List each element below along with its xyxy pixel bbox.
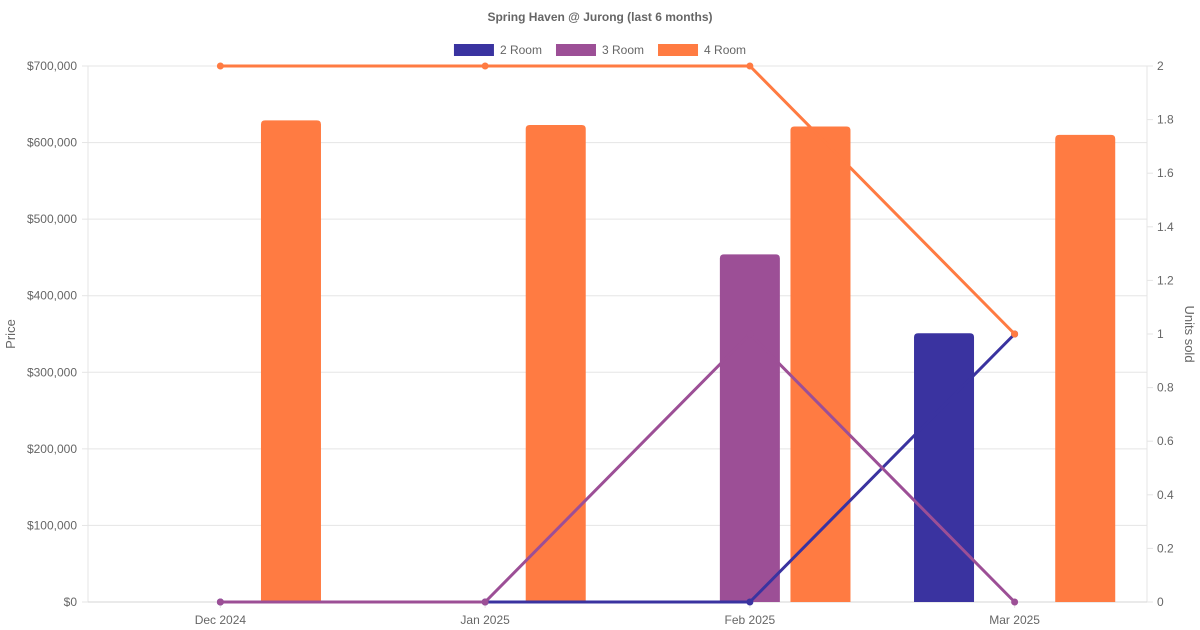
left-tick-label: $500,000 — [27, 212, 77, 226]
right-tick-label: 1.2 — [1157, 273, 1174, 287]
lines — [216, 62, 1019, 606]
right-tick-label: 0.4 — [1157, 488, 1174, 502]
chart-title: Spring Haven @ Jurong (last 6 months) — [487, 10, 712, 24]
legend-item-4-room[interactable]: 4 Room — [658, 43, 746, 57]
line-point[interactable] — [1011, 330, 1019, 338]
left-tick-label: $0 — [64, 595, 78, 609]
right-tick-label: 1.8 — [1157, 113, 1174, 127]
legend-item-2-room[interactable]: 2 Room — [453, 43, 542, 57]
left-axis-ticks: $0 $100,000 $200,000 $300,000 $400,000 $500,0… — [27, 59, 77, 609]
left-tick-label: $200,000 — [27, 442, 77, 456]
line-point[interactable] — [216, 598, 224, 606]
bar-4-room[interactable] — [790, 126, 851, 603]
bar-4-room[interactable] — [1055, 134, 1116, 602]
x-tick-label: Feb 2025 — [725, 613, 776, 627]
legend-item-3-room[interactable]: 3 Room — [555, 43, 644, 57]
right-tick-label: 1.4 — [1157, 220, 1174, 234]
legend-label: 2 Room — [500, 43, 542, 57]
line-point[interactable] — [746, 330, 754, 338]
line-point[interactable] — [746, 598, 754, 606]
y-left-axis-title: Price — [3, 319, 18, 349]
bars — [260, 120, 1116, 603]
line-point[interactable] — [746, 62, 754, 70]
line-4-room — [220, 64, 1016, 336]
bar-3-room[interactable] — [719, 254, 780, 602]
left-tick-label: $700,000 — [27, 59, 77, 73]
x-axis-ticks: Dec 2024 Jan 2025 Feb 2025 Mar 2025 — [195, 613, 1041, 627]
legend-swatch — [555, 44, 596, 56]
right-tick-label: 0.8 — [1157, 381, 1174, 395]
y-right-axis-title: Units sold — [1182, 305, 1197, 362]
left-tick-label: $400,000 — [27, 289, 77, 303]
gridlines — [82, 65, 1153, 608]
line-point[interactable] — [481, 62, 489, 70]
left-tick-label: $600,000 — [27, 136, 77, 150]
legend-swatch — [453, 44, 494, 56]
line-point[interactable] — [1011, 598, 1019, 606]
x-tick-label: Dec 2024 — [195, 613, 247, 627]
right-tick-label: 0.2 — [1157, 541, 1174, 555]
line-point[interactable] — [481, 598, 489, 606]
legend-label: 4 Room — [704, 43, 746, 57]
right-tick-label: 0 — [1157, 595, 1164, 609]
right-tick-label: 0.6 — [1157, 434, 1174, 448]
bar-2-room[interactable] — [914, 333, 975, 602]
right-tick-label: 1 — [1157, 327, 1164, 341]
legend-swatch — [658, 44, 699, 56]
x-tick-label: Mar 2025 — [989, 613, 1040, 627]
line-point[interactable] — [216, 62, 224, 70]
right-tick-label: 1.6 — [1157, 166, 1174, 180]
bar-4-room[interactable] — [525, 124, 586, 603]
legend-label: 3 Room — [602, 43, 644, 57]
right-tick-label: 2 — [1157, 59, 1164, 73]
left-tick-label: $300,000 — [27, 365, 77, 379]
right-axis-ticks: 0 0.2 0.4 0.6 0.8 1 1.2 1.4 1.6 1.8 2 — [1157, 59, 1174, 609]
bar-4-room[interactable] — [260, 120, 321, 602]
left-tick-label: $100,000 — [27, 518, 77, 532]
legend[interactable]: 2 Room 3 Room 4 Room — [453, 43, 746, 57]
line-3-room — [220, 332, 1016, 604]
x-tick-label: Jan 2025 — [460, 613, 510, 627]
